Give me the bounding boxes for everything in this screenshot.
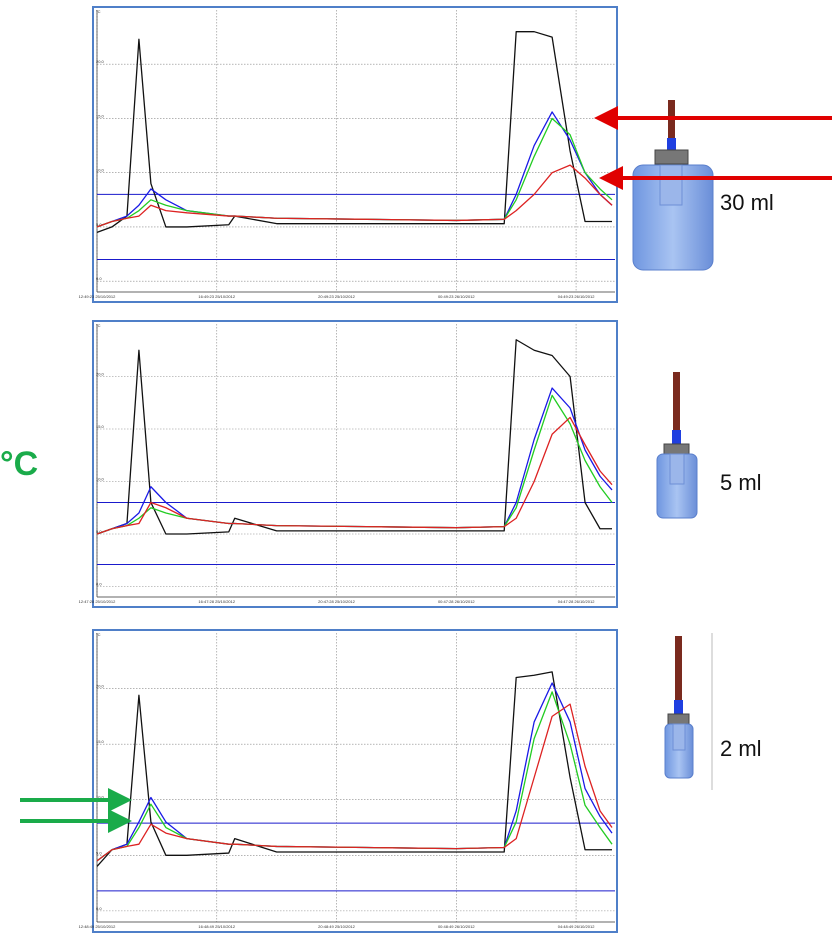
series-line: [96, 671, 613, 867]
y-tick-label: 20.0: [96, 684, 105, 689]
x-tick-label: 16:49:23 25/10/2012: [198, 294, 235, 299]
x-tick-label: 20:48:49 25/10/2012: [318, 924, 355, 929]
chart: 0.0 5.0 10.0 15.0 20.0 12:47:28 25/10/2012 16:…: [79, 320, 618, 608]
x-tick-label: 00:48:49 26/10/2012: [438, 924, 475, 929]
vial-medium: [656, 372, 698, 519]
x-tick-label: 12:47:28 25/10/2012: [79, 599, 116, 604]
y-tick-label: 5.0: [96, 222, 102, 227]
x-tick-label: 12:48:49 25/10/2012: [79, 924, 116, 929]
chart-frame: [92, 629, 618, 933]
y-tick-label: 15.0: [96, 113, 105, 118]
y-axis-label: °C: [96, 632, 101, 637]
y-axis-label: °C: [96, 323, 101, 328]
y-tick-label: 15.0: [96, 424, 105, 429]
series-line: [96, 703, 613, 862]
series-line: [96, 164, 613, 228]
series-line: [96, 416, 613, 535]
x-tick-label: 04:47:28 26/10/2012: [558, 599, 595, 604]
x-tick-label: 04:49:23 26/10/2012: [558, 294, 595, 299]
y-tick-label: 15.0: [96, 739, 105, 744]
volume-label: 30 ml: [720, 190, 774, 215]
unit-label: °C: [0, 445, 38, 483]
y-tick-label: 0.0: [96, 582, 102, 587]
y-tick-label: 0.0: [96, 906, 102, 911]
x-tick-label: 20:49:23 25/10/2012: [318, 294, 355, 299]
y-tick-label: 5.0: [96, 529, 102, 534]
x-tick-label: 12:49:23 25/10/2012: [79, 294, 116, 299]
vial-large: [632, 100, 714, 271]
volume-label: 5 ml: [720, 470, 762, 495]
x-tick-label: 20:47:28 25/10/2012: [318, 599, 355, 604]
y-tick-label: 20.0: [96, 59, 105, 64]
chart: 0.0 5.0 10.0 15.0 20.0 12:48:49 25/10/2012 16:…: [79, 629, 618, 933]
x-tick-label: 00:49:23 26/10/2012: [438, 294, 475, 299]
chart-frame: [92, 6, 618, 303]
chart: 0.0 5.0 10.0 15.0 20.0 12:49:23 25/10/2012 16:…: [79, 6, 618, 303]
y-tick-label: 10.0: [96, 477, 105, 482]
vial-small: [664, 636, 694, 779]
y-tick-label: 20.0: [96, 372, 105, 377]
x-tick-label: 16:48:49 25/10/2012: [198, 924, 235, 929]
x-tick-label: 00:47:28 26/10/2012: [438, 599, 475, 604]
x-tick-label: 04:48:49 26/10/2012: [558, 924, 595, 929]
y-tick-label: 10.0: [96, 168, 105, 173]
series-line: [96, 339, 613, 535]
volume-label: 2 ml: [720, 736, 762, 761]
charts: 0.0 5.0 10.0 15.0 20.0 12:49:23 25/10/2012 16:…: [79, 6, 618, 933]
y-axis-label: °C: [96, 9, 101, 14]
y-tick-label: 5.0: [96, 850, 102, 855]
y-tick-label: 0.0: [96, 276, 102, 281]
y-tick-label: 10.0: [96, 795, 105, 800]
x-tick-label: 16:47:28 25/10/2012: [198, 599, 235, 604]
